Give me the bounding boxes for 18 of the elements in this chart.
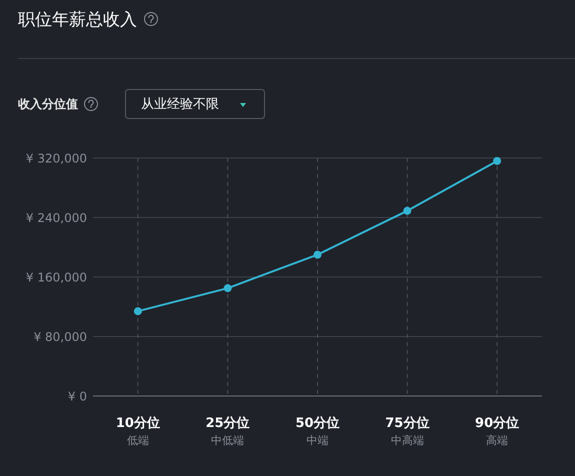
- point: [314, 250, 322, 259]
- text: 收入分位值: [18, 97, 78, 111]
- x-tick-label: 90分位高端: [475, 416, 520, 447]
- y-tick-label: ¥ 160,000: [26, 270, 87, 284]
- point: [134, 307, 142, 316]
- y-tick-label: ¥ 0: [68, 390, 87, 404]
- x-tick-label: 50分位中端: [295, 416, 340, 447]
- point: [493, 156, 502, 165]
- x-tick-label: 10分位低端: [116, 416, 160, 447]
- y-tick-label: ¥ 320,000: [26, 152, 87, 166]
- x-tick-label: 25分位中低端: [206, 416, 250, 447]
- x-tick-label: 75分位中高端: [385, 416, 430, 447]
- y-tick-label: ¥ 80,000: [34, 330, 87, 344]
- chart-title: 职位年薪总收入: [18, 10, 137, 30]
- y-tick-label: ¥ 240,000: [26, 211, 87, 225]
- point: [403, 206, 412, 215]
- dropdown: 从业经验不限: [125, 89, 265, 119]
- point: [224, 284, 232, 292]
